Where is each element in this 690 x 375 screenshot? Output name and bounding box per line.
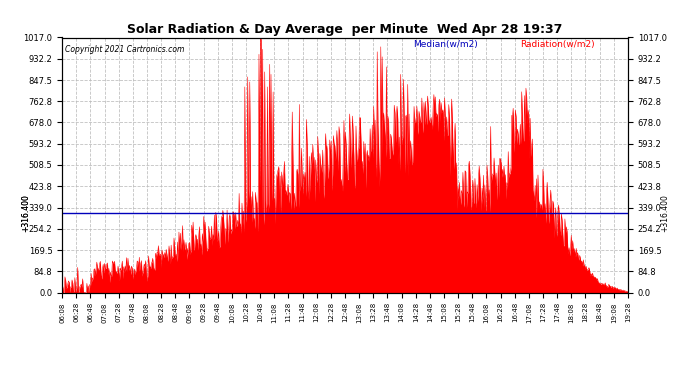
Text: +316.400: +316.400 <box>21 194 30 232</box>
Text: +316.400: +316.400 <box>660 194 669 232</box>
Title: Solar Radiation & Day Average  per Minute  Wed Apr 28 19:37: Solar Radiation & Day Average per Minute… <box>128 23 562 36</box>
Text: Copyright 2021 Cartronics.com: Copyright 2021 Cartronics.com <box>65 45 184 54</box>
Text: Median(w/m2): Median(w/m2) <box>413 40 477 49</box>
Text: +316.400: +316.400 <box>21 194 30 232</box>
Text: Radiation(w/m2): Radiation(w/m2) <box>520 40 595 49</box>
